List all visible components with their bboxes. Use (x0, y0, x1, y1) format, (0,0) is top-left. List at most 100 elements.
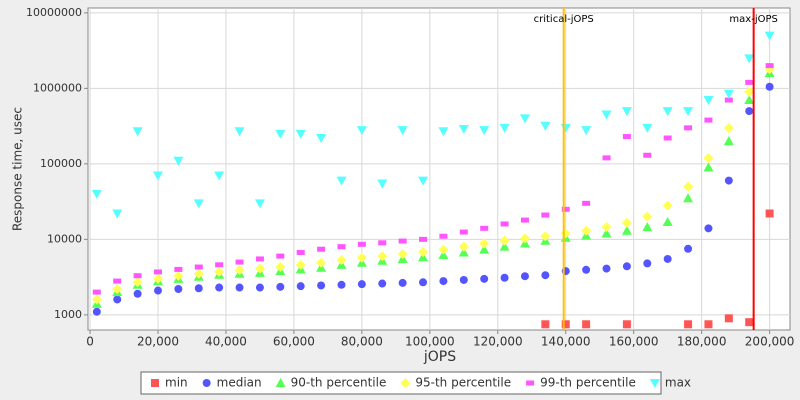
point (642, 123, 653, 133)
point (684, 244, 693, 253)
point (520, 217, 529, 223)
point (113, 295, 122, 304)
legend-marker (151, 379, 159, 387)
point (745, 79, 754, 85)
point (295, 259, 306, 270)
point (316, 134, 327, 144)
point (703, 162, 714, 172)
point (356, 252, 367, 263)
point (582, 265, 591, 274)
x-tick-label: 180,000 (677, 335, 727, 349)
point (622, 320, 631, 329)
point (500, 221, 509, 227)
point (234, 127, 245, 137)
legend-marker (400, 378, 411, 388)
y-tick-label: 100000 (40, 157, 82, 170)
point (724, 314, 733, 323)
point (276, 282, 285, 291)
point (519, 114, 530, 124)
point (683, 193, 694, 203)
point (132, 127, 143, 137)
legend-marker (202, 379, 211, 387)
annotation-label: critical-jOPS (534, 14, 594, 25)
point (317, 246, 326, 252)
point (295, 129, 306, 139)
point (356, 126, 367, 136)
point (480, 225, 489, 231)
point (337, 280, 346, 289)
point (152, 273, 163, 284)
point (479, 244, 490, 254)
point (684, 125, 693, 131)
legend-label: max (665, 376, 691, 390)
point (499, 123, 510, 133)
point (663, 254, 672, 263)
point (336, 176, 347, 186)
point (275, 129, 286, 139)
point (601, 222, 612, 233)
point (703, 96, 714, 106)
x-tick-label: 80,000 (341, 335, 383, 349)
point (683, 107, 694, 117)
point (704, 320, 713, 329)
legend-label: min (165, 376, 188, 390)
point (398, 278, 407, 287)
point (112, 283, 123, 294)
y-tick-label: 10000 (47, 232, 82, 245)
point (458, 241, 469, 252)
legend-marker (275, 378, 286, 387)
point (235, 283, 244, 292)
x-tick-label: 140,000 (541, 335, 591, 349)
point (418, 176, 429, 186)
point (541, 271, 550, 280)
point (643, 259, 652, 268)
point (153, 286, 162, 295)
point (378, 279, 387, 288)
point (744, 86, 755, 97)
point (132, 277, 143, 288)
point (765, 82, 774, 91)
annotation-label: max-jOPS (729, 14, 777, 25)
point (765, 209, 774, 218)
point (662, 107, 673, 117)
point (254, 263, 265, 274)
point (643, 152, 652, 158)
point (499, 235, 510, 246)
point (745, 107, 754, 116)
point (296, 249, 305, 255)
point (541, 320, 550, 329)
point (459, 229, 468, 235)
point (519, 233, 530, 244)
x-tick-label: 60,000 (273, 335, 315, 349)
x-tick-label: 120,000 (473, 335, 523, 349)
point (153, 269, 162, 275)
point (133, 289, 142, 298)
x-tick-label: 160,000 (609, 335, 659, 349)
point (397, 126, 408, 136)
point (133, 273, 142, 279)
point (745, 318, 754, 327)
point (663, 135, 672, 141)
point (520, 272, 529, 281)
point (357, 241, 366, 247)
point (724, 176, 733, 185)
point (458, 247, 469, 257)
point (377, 179, 388, 189)
point (91, 294, 102, 305)
point (214, 266, 225, 277)
point (642, 211, 653, 222)
point (744, 54, 755, 64)
point (662, 216, 673, 226)
point (601, 228, 612, 238)
point (378, 240, 387, 246)
point (683, 181, 694, 192)
point (764, 31, 775, 41)
point (173, 270, 184, 281)
point (92, 289, 101, 295)
point (622, 262, 631, 271)
point (601, 110, 612, 120)
point (91, 189, 102, 199)
point (662, 200, 673, 211)
point (581, 225, 592, 236)
x-tick-label: 20,000 (137, 335, 179, 349)
